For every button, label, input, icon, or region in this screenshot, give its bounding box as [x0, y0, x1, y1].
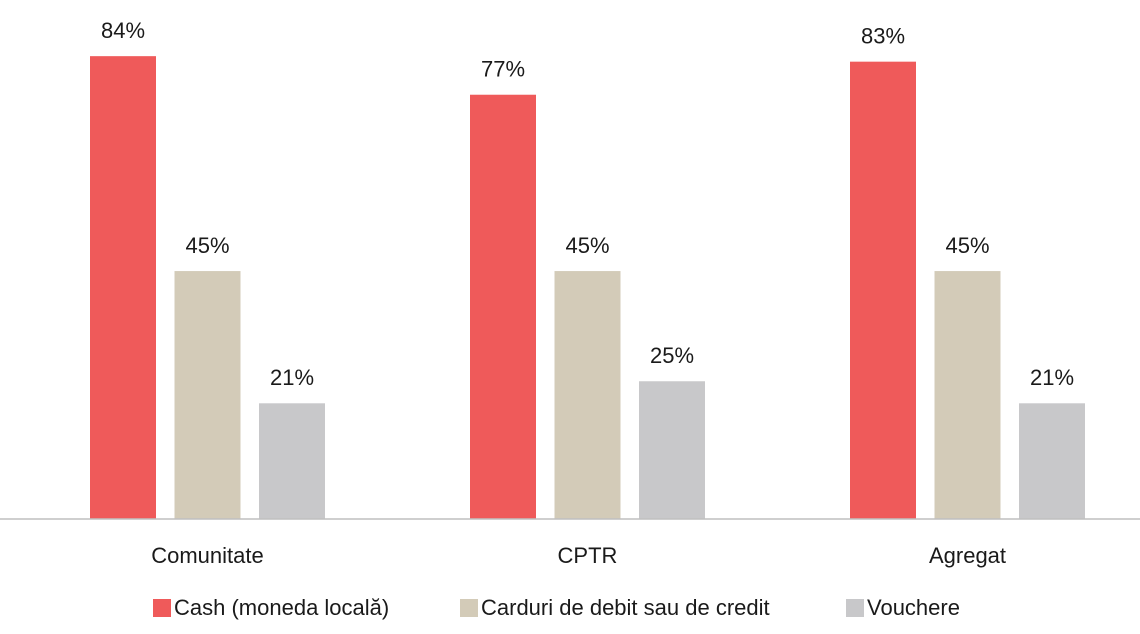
bar [554, 271, 621, 519]
bar [174, 271, 241, 519]
data-label: 25% [650, 343, 694, 368]
legend-swatch [460, 599, 478, 617]
legend-label: Carduri de debit sau de credit [481, 595, 770, 620]
data-label: 77% [481, 57, 525, 82]
data-label: 21% [1030, 365, 1074, 390]
data-label: 83% [861, 23, 905, 48]
data-label: 21% [270, 365, 314, 390]
bar [470, 94, 536, 519]
bar [934, 271, 1001, 519]
data-label: 45% [945, 233, 989, 258]
bar [850, 61, 916, 520]
legend-label: Vouchere [867, 595, 960, 620]
bar [259, 403, 325, 519]
legend-swatch [846, 599, 864, 617]
bar [90, 56, 156, 519]
legend-swatch [153, 599, 171, 617]
data-label: 45% [185, 233, 229, 258]
x-tick-label: Agregat [929, 543, 1006, 568]
bar [639, 381, 705, 519]
data-label: 45% [565, 233, 609, 258]
x-tick-label: CPTR [558, 543, 618, 568]
bar [1019, 403, 1085, 519]
data-label: 84% [101, 18, 145, 43]
legend-label: Cash (moneda locală) [174, 595, 389, 620]
x-tick-label: Comunitate [151, 543, 264, 568]
